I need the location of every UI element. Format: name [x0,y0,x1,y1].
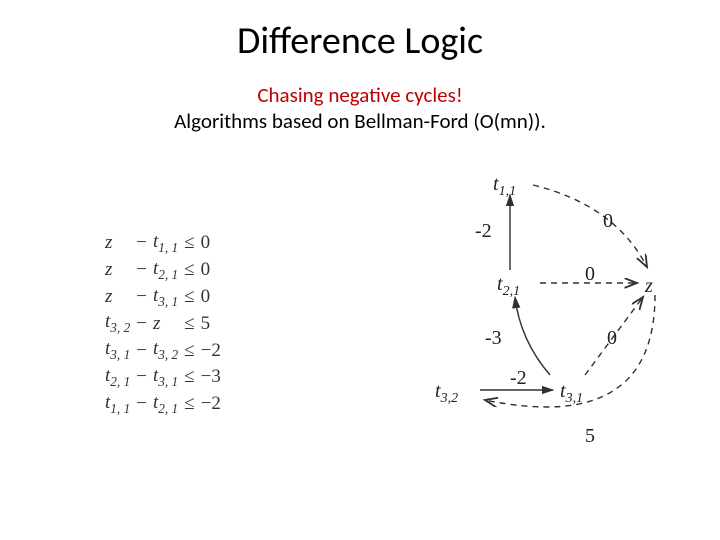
edge-label-t11-z: 0 [603,210,613,233]
edge-label-t31-z: 0 [607,327,617,350]
constraint-row: z−t1, 1≤0 [105,230,227,257]
node-t11: t1,1 [493,173,516,200]
edge-label-t21-z: 0 [585,263,595,286]
constraint-row: t3, 2−z≤5 [105,310,227,337]
subtitle-black: Algorithms based on Bellman-Ford (O(mn))… [0,108,720,134]
constraint-row: t2, 1−t3, 1≤−3 [105,364,227,391]
edge-t31-t21 [515,297,550,375]
node-t21: t2,1 [497,273,520,300]
node-t31: t3,1 [560,380,583,407]
slide-root: Difference Logic Chasing negative cycles… [0,0,720,540]
graph-area: t1,1 t2,1 z t3,2 t3,1 -2 0 0 -3 -2 0 5 [355,165,685,465]
edge-label-t31-t21: -3 [485,327,502,350]
node-z: z [645,275,653,298]
graph-svg [355,165,685,465]
slide-title: Difference Logic [0,18,720,64]
edge-t11-z [533,185,647,267]
constraint-row: z−t2, 1≤0 [105,257,227,284]
constraint-row: t3, 1−t3, 2≤−2 [105,337,227,364]
node-t32: t3,2 [435,380,458,407]
edge-label-t21-t11: -2 [475,220,492,243]
constraint-row: t1, 1−t2, 1≤−2 [105,391,227,418]
edge-label-t32-t31: -2 [510,367,527,390]
constraint-row: z−t3, 1≤0 [105,284,227,311]
constraints-block: z−t1, 1≤0z−t2, 1≤0z−t3, 1≤0t3, 2−z≤5t3, … [105,230,227,418]
edge-label-z-t32: 5 [585,425,595,448]
subtitle-red: Chasing negative cycles! [0,82,720,108]
constraints-table: z−t1, 1≤0z−t2, 1≤0z−t3, 1≤0t3, 2−z≤5t3, … [105,230,227,418]
